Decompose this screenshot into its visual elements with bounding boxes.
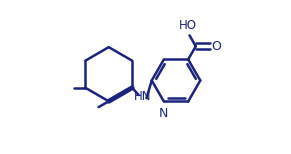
- Text: O: O: [212, 40, 222, 53]
- Text: HN: HN: [134, 90, 151, 103]
- Text: N: N: [159, 107, 168, 120]
- Text: HO: HO: [179, 19, 197, 32]
